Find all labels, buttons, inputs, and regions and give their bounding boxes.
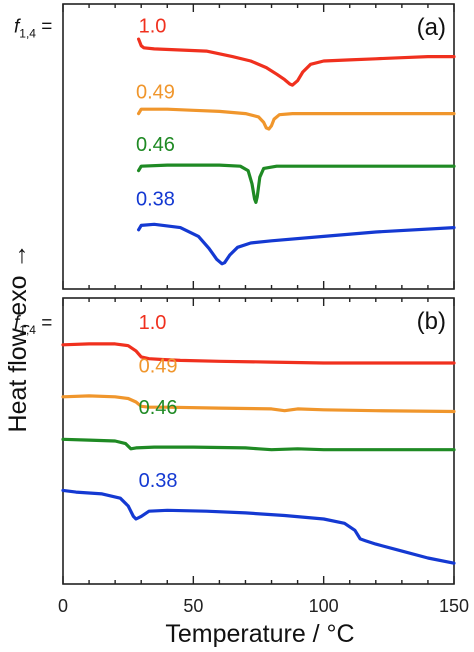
composition-label: f1,4 = xyxy=(14,17,52,41)
plot-frame xyxy=(62,3,455,290)
x-tick-label: 150 xyxy=(439,596,469,616)
series-line-0.46 xyxy=(61,437,456,452)
series-line-1.0 xyxy=(137,37,456,87)
x-tick-label: 0 xyxy=(58,596,68,616)
panels: (a) f1,4 = 1.0 0.49 0.46 0.38 0 50 100 150 (b) f1,… xyxy=(14,3,469,616)
x-axis-label: Temperature / °C xyxy=(165,620,354,648)
panel-label: (b) xyxy=(417,308,446,335)
y-axis-label: Heat flow, exo → xyxy=(4,244,32,433)
plot-frame xyxy=(62,297,455,585)
series-line-0.38 xyxy=(61,488,456,565)
series-label: 0.49 xyxy=(136,81,175,103)
panel-b: 0 50 100 150 (b) f1,4 = 1.0 0.49 0.46 0.38 xyxy=(14,297,469,616)
series-label: 0.38 xyxy=(136,189,175,211)
series-line-0.38 xyxy=(137,222,456,266)
x-tick-label: 100 xyxy=(309,596,339,616)
series-label: 0.38 xyxy=(139,470,178,492)
series-label: 0.46 xyxy=(139,397,178,419)
panel-a: (a) f1,4 = 1.0 0.49 0.46 0.38 xyxy=(14,3,456,290)
series-label: 0.49 xyxy=(139,356,178,378)
panel-label: (a) xyxy=(417,14,446,41)
series-line-1.0 xyxy=(61,342,456,365)
series-line-0.46 xyxy=(137,163,456,204)
composition-label: f1,4 = xyxy=(14,313,52,337)
series-label: 0.46 xyxy=(136,134,175,156)
series-label: 1.0 xyxy=(139,16,167,38)
series-line-0.49 xyxy=(137,107,456,131)
x-tick-label: 50 xyxy=(183,596,203,616)
series-label: 1.0 xyxy=(139,312,167,334)
series-line-0.49 xyxy=(61,394,456,414)
